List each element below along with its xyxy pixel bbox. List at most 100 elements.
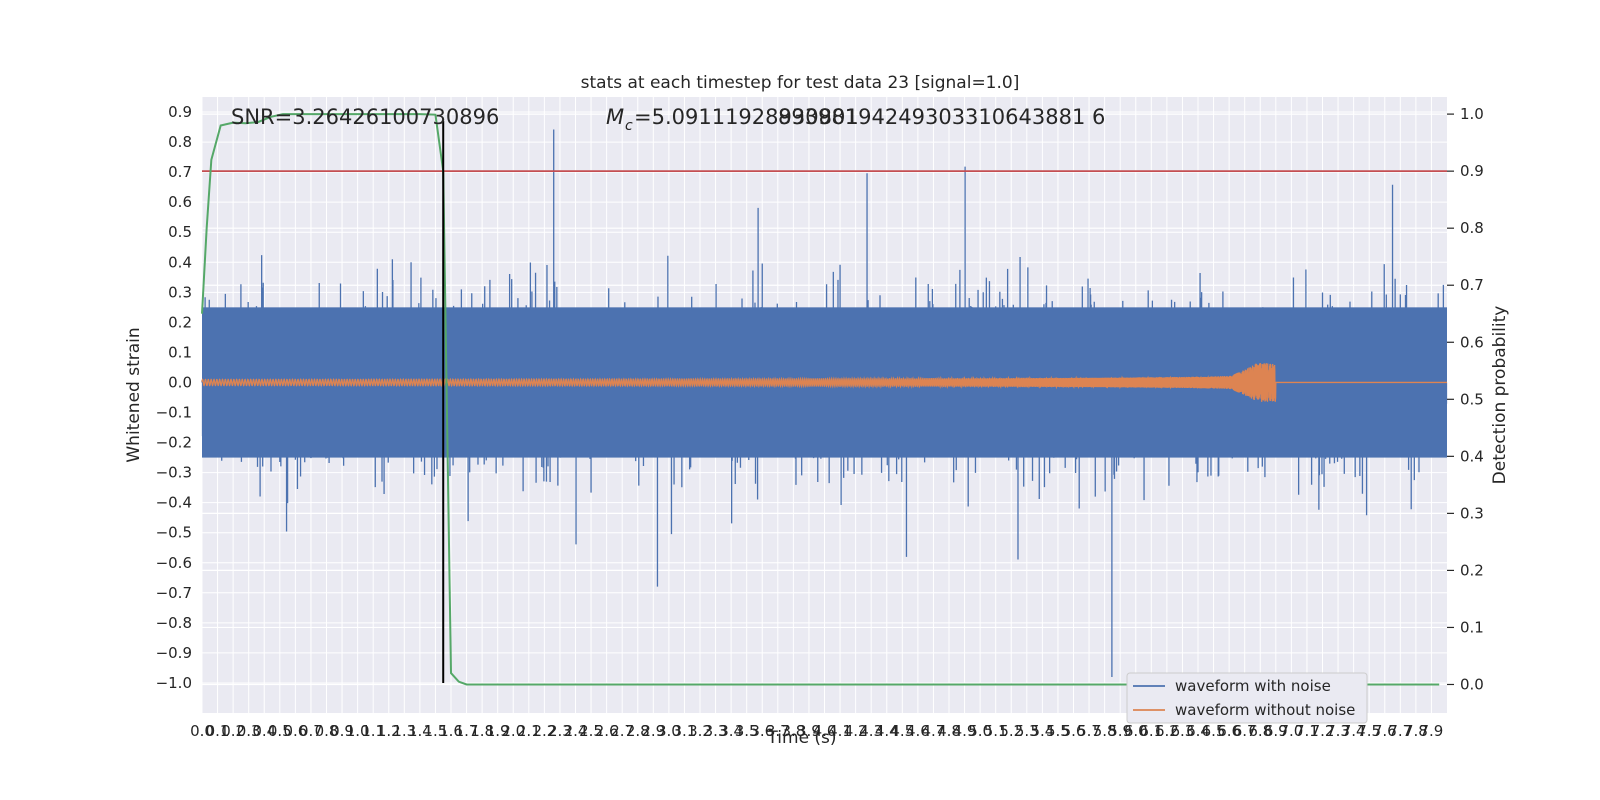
x-tick-label: 2.0 — [501, 722, 525, 740]
x-tick-label: 3.8 — [781, 722, 805, 740]
x-tick-label: 6.0 — [1124, 722, 1148, 740]
x-tick-label: 4.3 — [859, 722, 883, 740]
x-tick-label: 3.7 — [766, 722, 790, 740]
y-left-tick-label: 0.9 — [168, 103, 192, 121]
x-tick-label: 3.2 — [688, 722, 712, 740]
x-tick-label: 5.7 — [1077, 722, 1101, 740]
x-tick-label: 3.9 — [797, 722, 821, 740]
y-left-tick-label: −0.5 — [156, 524, 192, 542]
x-tick-label: 6.6 — [1217, 722, 1241, 740]
y-right-tick-label: 1.0 — [1460, 105, 1484, 123]
x-tick-label: 1.1 — [361, 722, 385, 740]
x-tick-label: 5.2 — [999, 722, 1023, 740]
y-right-tick-label: 0.5 — [1460, 390, 1484, 408]
y-left-tick-label: −0.3 — [156, 464, 192, 482]
x-tick-label: 5.0 — [968, 722, 992, 740]
y-right-tick-label: 0.8 — [1460, 219, 1484, 237]
x-tick-label: 2.8 — [626, 722, 650, 740]
x-tick-label: 0.5 — [268, 722, 292, 740]
x-tick-label: 7.5 — [1357, 722, 1381, 740]
x-tick-label: 4.5 — [890, 722, 914, 740]
x-tick-label: 3.3 — [704, 722, 728, 740]
x-tick-label: 4.1 — [828, 722, 852, 740]
x-tick-label: 0.6 — [283, 722, 307, 740]
y-left-tick-label: −0.2 — [156, 434, 192, 452]
x-tick-label: 6.2 — [1155, 722, 1179, 740]
snr-annotation: SNR=3.26426100730896 — [231, 105, 499, 129]
x-tick-label: 7.9 — [1420, 722, 1444, 740]
y-right-tick-label: 0.7 — [1460, 276, 1484, 294]
x-tick-label: 7.1 — [1295, 722, 1319, 740]
x-tick-label: 1.0 — [346, 722, 370, 740]
x-tick-label: 3.0 — [657, 722, 681, 740]
y-right-tick-label: 0.1 — [1460, 618, 1484, 636]
x-tick-label: 5.5 — [1046, 722, 1070, 740]
y-left-tick-label: −1.0 — [156, 674, 192, 692]
x-tick-label: 0.2 — [221, 722, 245, 740]
x-tick-label: 2.4 — [564, 722, 588, 740]
clean-waveform-line — [201, 362, 1447, 402]
y-left-tick-label: 0.5 — [168, 223, 192, 241]
y-right-tick-label: 0.2 — [1460, 561, 1484, 579]
y-left-tick-label: 0.2 — [168, 313, 192, 331]
y-left-tick-label: 0.6 — [168, 193, 192, 211]
y-left-tick-label: 0.8 — [168, 133, 192, 151]
x-tick-label: 1.9 — [486, 722, 510, 740]
x-tick-label: 6.5 — [1202, 722, 1226, 740]
x-tick-label: 5.8 — [1093, 722, 1117, 740]
y-left-tick-label: 0.3 — [168, 283, 192, 301]
x-tick-label: 7.3 — [1326, 722, 1350, 740]
x-tick-label: 0.1 — [206, 722, 230, 740]
y-axis-right-ticks: 1.0 0.9 0.8 0.7 0.6 0.5 0.4 0.3 0.2 0.1 0.0 — [1447, 105, 1484, 693]
x-tick-label: 3.5 — [735, 722, 759, 740]
x-tick-label: 7.0 — [1279, 722, 1303, 740]
x-tick-label: 0.3 — [237, 722, 261, 740]
chart-title: stats at each timestep for test data 23 … — [581, 73, 1020, 93]
x-tick-label: 3.1 — [673, 722, 697, 740]
x-tick-label: 3.4 — [719, 722, 743, 740]
legend-label-clean: waveform without noise — [1175, 701, 1355, 719]
legend-box — [1126, 672, 1368, 724]
x-tick-label: 6.8 — [1248, 722, 1272, 740]
x-tick-label: 1.8 — [470, 722, 494, 740]
x-tick-label: 1.6 — [439, 722, 463, 740]
x-tick-label: 6.3 — [1171, 722, 1195, 740]
x-tick-label: 6.1 — [1139, 722, 1163, 740]
x-tick-label: 0.7 — [299, 722, 323, 740]
x-tick-label: 2.7 — [610, 722, 634, 740]
y-right-tick-label: 0.0 — [1460, 675, 1484, 693]
x-tick-label: 4.7 — [922, 722, 946, 740]
x-tick-label: 5.6 — [1062, 722, 1086, 740]
x-tick-label: 5.4 — [1030, 722, 1054, 740]
x-tick-label: 2.6 — [595, 722, 619, 740]
y-left-tick-label: 0.4 — [168, 253, 192, 271]
x-tick-label: 7.8 — [1404, 722, 1428, 740]
y-right-tick-label: 0.4 — [1460, 447, 1484, 465]
x-tick-label: 1.3 — [392, 722, 416, 740]
y-left-tick-label: −0.8 — [156, 614, 192, 632]
x-tick-label: 0.8 — [315, 722, 339, 740]
y-axis-right-label: Detection probability — [1490, 306, 1510, 485]
y-axis-left-label: Whitened strain — [124, 327, 144, 462]
clean-waveform-series — [201, 362, 1447, 402]
x-tick-label: 1.2 — [377, 722, 401, 740]
x-tick-label: 1.7 — [455, 722, 479, 740]
x-tick-label: 2.9 — [641, 722, 665, 740]
y-left-tick-label: −0.9 — [156, 644, 192, 662]
x-tick-label: 3.6 — [750, 722, 774, 740]
x-tick-label: 0.4 — [252, 722, 276, 740]
x-tick-label: 2.1 — [517, 722, 541, 740]
x-tick-label: 4.6 — [906, 722, 930, 740]
y-left-tick-label: 0.0 — [168, 373, 192, 391]
y-axis-left-ticks: 0.9 0.8 0.7 0.6 0.5 0.4 0.3 0.2 0.1 0.0 −0.1 −0.2 −0… — [156, 103, 192, 692]
x-tick-label: 6.9 — [1264, 722, 1288, 740]
x-tick-label: 7.7 — [1388, 722, 1412, 740]
legend: waveform with noise waveform without noi… — [1126, 672, 1368, 724]
y-left-tick-label: −0.4 — [156, 494, 192, 512]
x-tick-label: 4.4 — [875, 722, 899, 740]
y-left-tick-label: 0.1 — [168, 343, 192, 361]
x-tick-label: 2.5 — [579, 722, 603, 740]
x-axis-ticks: 0.00.10.20.30.40.50.60.70.80.91.01.11.21… — [190, 722, 1443, 740]
mc-subscript: c — [625, 118, 633, 134]
